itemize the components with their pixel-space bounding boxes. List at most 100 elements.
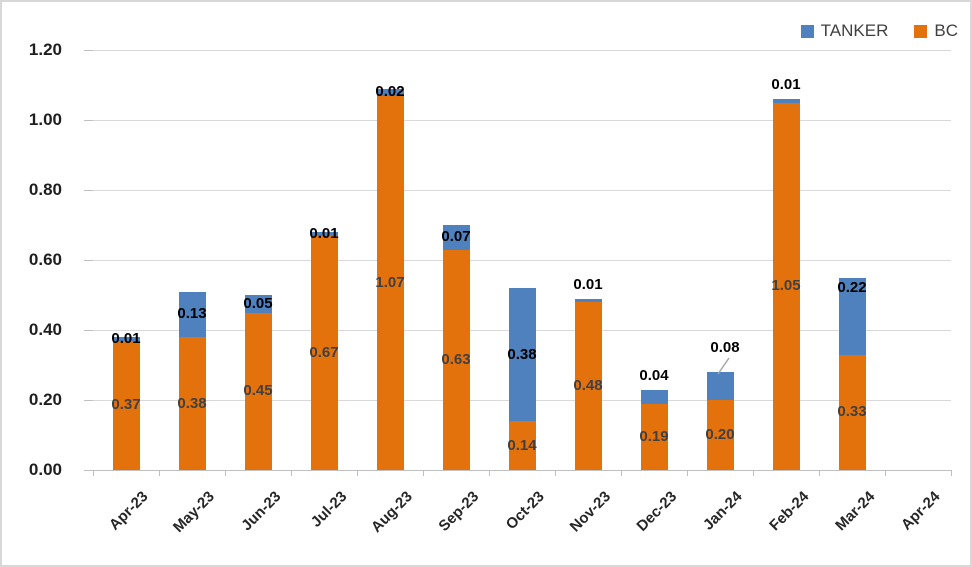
x-axis-tick — [951, 470, 952, 476]
bar-label-bc: 0.14 — [507, 436, 537, 454]
y-axis-label: 0.80 — [28, 180, 62, 199]
x-axis-label: Mar-24 — [831, 488, 879, 535]
bar-label-bc: 0.19 — [639, 427, 669, 445]
bar-label-tanker: 0.13 — [177, 305, 207, 323]
x-axis-tick — [819, 470, 820, 476]
bar-label-tanker: 0.01 — [309, 224, 339, 242]
x-axis-tick — [621, 470, 622, 476]
x-axis-label: May-23 — [170, 488, 219, 536]
bar-segment-tanker[interactable] — [376, 88, 404, 96]
y-axis-tick — [84, 330, 93, 331]
x-axis-line — [93, 470, 951, 471]
y-axis-label: 1.00 — [28, 110, 62, 129]
x-axis-tick — [159, 470, 160, 476]
y-axis-tick — [84, 50, 93, 51]
bar-segment-bc[interactable] — [706, 400, 734, 470]
bar-label-bc: 0.45 — [243, 382, 273, 400]
bar-label-tanker: 0.22 — [837, 278, 867, 296]
x-axis-label: Jan-24 — [700, 488, 747, 534]
bar-label-bc: 0.20 — [705, 426, 735, 443]
bar-label-tanker: 0.07 — [441, 228, 471, 246]
y-axis-tick — [84, 400, 93, 401]
x-axis-label: Nov-23 — [566, 488, 615, 536]
bar-segment-tanker[interactable] — [706, 372, 734, 400]
bar-segment-bc[interactable] — [508, 421, 536, 470]
bar-label-tanker: 0.01 — [771, 76, 801, 93]
x-axis-tick — [687, 470, 688, 476]
bar-segment-tanker[interactable] — [112, 337, 140, 341]
bar-segment-tanker[interactable] — [640, 389, 668, 404]
bar-segment-tanker[interactable] — [772, 99, 800, 103]
bar-segment-bc[interactable] — [574, 302, 602, 470]
x-axis-label: Oct-23 — [502, 488, 549, 534]
bar-label-bc: 1.07 — [375, 273, 405, 291]
legend-item-bc[interactable]: BC — [914, 21, 958, 41]
bar-label-tanker: 0.05 — [243, 294, 273, 312]
x-axis-tick — [225, 470, 226, 476]
x-axis-label: Dec-23 — [633, 488, 681, 535]
x-axis-tick — [423, 470, 424, 476]
bar-label-bc: 0.38 — [177, 394, 207, 412]
gridline — [93, 190, 951, 191]
x-axis-tick — [291, 470, 292, 476]
bar-label-tanker: 0.01 — [573, 275, 603, 293]
y-axis-label: 0.00 — [28, 460, 62, 479]
bar-label-tanker: 0.02 — [375, 83, 405, 100]
bar-label-tanker: 0.38 — [507, 345, 537, 363]
gridline — [93, 120, 951, 121]
y-axis-tick — [84, 470, 93, 471]
bar-segment-bc[interactable] — [640, 403, 668, 470]
x-axis-tick — [753, 470, 754, 476]
bar-segment-bc[interactable] — [178, 337, 206, 470]
bar-segment-tanker[interactable] — [508, 288, 536, 421]
x-axis-label: Apr-23 — [106, 488, 153, 534]
y-axis-label: 0.20 — [28, 390, 62, 409]
y-axis-tick — [84, 120, 93, 121]
y-axis-label: 1.20 — [28, 40, 62, 59]
bar-segment-bc[interactable] — [310, 235, 338, 470]
legend-label-bc: BC — [934, 21, 958, 40]
x-axis-tick — [489, 470, 490, 476]
bar-label-bc: 0.63 — [441, 350, 471, 368]
x-axis-tick — [885, 470, 886, 476]
x-axis-label: Jul-23 — [307, 488, 351, 531]
bar-segment-bc[interactable] — [376, 95, 404, 470]
y-axis-tick — [84, 260, 93, 261]
bar-segment-bc[interactable] — [442, 249, 470, 470]
bar-segment-tanker[interactable] — [574, 298, 602, 302]
x-axis-label: Feb-24 — [765, 488, 813, 535]
bar-label-tanker: 0.08 — [710, 339, 740, 356]
bar-segment-bc[interactable] — [112, 340, 140, 470]
legend-item-tanker[interactable]: TANKER — [800, 21, 889, 41]
bar-label-tanker: 0.04 — [639, 366, 669, 384]
y-axis-label: 0.60 — [28, 250, 62, 269]
bar-segment-tanker[interactable] — [244, 295, 272, 313]
legend-label-tanker: TANKER — [820, 21, 889, 40]
bar-segment-bc[interactable] — [838, 354, 866, 470]
bar-label-bc: 0.67 — [309, 343, 339, 361]
x-axis-label: Sep-23 — [435, 488, 483, 535]
bar-segment-bc[interactable] — [772, 102, 800, 470]
x-axis-tick — [555, 470, 556, 476]
x-axis-tick — [357, 470, 358, 476]
bar-segment-tanker[interactable] — [442, 225, 470, 250]
bar-segment-tanker[interactable] — [838, 277, 866, 355]
y-axis-tick — [84, 190, 93, 191]
bar-segment-tanker[interactable] — [178, 291, 206, 337]
bar-label-bc: 0.37 — [111, 396, 141, 414]
bar-label-bc: 0.48 — [573, 377, 603, 394]
gridline — [93, 50, 951, 51]
bar-segment-bc[interactable] — [244, 312, 272, 470]
bar-label-bc: 1.05 — [771, 277, 801, 295]
legend: TANKER BC — [800, 21, 958, 41]
gridline — [93, 260, 951, 261]
bar-label-tanker: 0.01 — [111, 329, 141, 347]
y-axis-label: 0.40 — [28, 320, 62, 339]
x-axis-label: Jun-23 — [237, 488, 285, 535]
x-axis-tick — [93, 470, 94, 476]
x-axis-label: Apr-24 — [898, 488, 945, 534]
bar-segment-tanker[interactable] — [310, 232, 338, 236]
x-axis-label: Aug-23 — [368, 488, 417, 536]
